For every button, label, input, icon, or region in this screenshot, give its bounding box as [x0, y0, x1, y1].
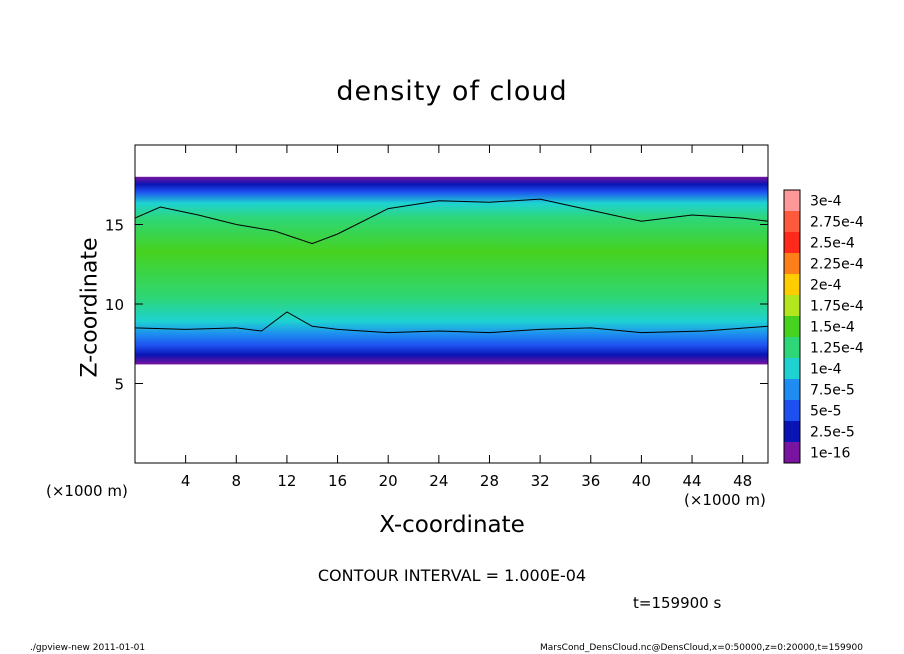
time-label: t=159900 s — [633, 594, 722, 612]
colorbar-swatch — [784, 253, 800, 274]
colorbar-label: 1.5e-4 — [810, 320, 855, 336]
colorbar-label: 3e-4 — [810, 194, 842, 210]
colorbar-label: 2.5e-4 — [810, 236, 855, 252]
colorbar-swatch — [784, 379, 800, 400]
colorbar-swatch — [784, 232, 800, 253]
footer-right: MarsCond_DensCloud.nc@DensCloud,x=0:5000… — [540, 643, 863, 653]
x-tick-label: 40 — [632, 472, 651, 490]
cloud-density-band — [135, 176, 768, 365]
x-tick-label: 48 — [733, 472, 752, 490]
x-tick-label: 12 — [277, 472, 296, 490]
chart-title: density of cloud — [336, 76, 568, 107]
colorbar-label: 1.75e-4 — [810, 299, 864, 315]
colorbar-label: 1e-16 — [810, 446, 850, 462]
contour-line — [135, 198, 768, 334]
x-tick-label: 4 — [181, 472, 191, 490]
x-tick-label: 16 — [328, 472, 347, 490]
x-tick-label: 8 — [232, 472, 242, 490]
colorbar-swatch — [784, 190, 800, 211]
x-tick-label: 24 — [429, 472, 448, 490]
colorbar-label: 1e-4 — [810, 362, 842, 378]
y-tick-label: 10 — [105, 296, 124, 314]
colorbar-label: 2.25e-4 — [810, 257, 864, 273]
x-tick-label: 36 — [581, 472, 600, 490]
x-unit-label: (×1000 m) — [684, 491, 766, 509]
colorbar-swatch — [784, 316, 800, 337]
colorbar-swatch — [784, 211, 800, 232]
colorbar-label: 2.75e-4 — [810, 215, 864, 231]
colorbar-label: 2.5e-5 — [810, 425, 855, 441]
colorbar-swatch — [784, 400, 800, 421]
x-tick-label: 32 — [531, 472, 550, 490]
colorbar-swatch — [784, 337, 800, 358]
colorbar-swatch — [784, 274, 800, 295]
x-tick-label: 20 — [379, 472, 398, 490]
colorbar-frame — [783, 189, 801, 464]
colorbar-label: 5e-5 — [810, 404, 841, 420]
colorbar-swatch — [784, 421, 800, 442]
colorbar-label: 1.25e-4 — [810, 341, 864, 357]
x-axis-label: X-coordinate — [379, 512, 525, 538]
colorbar-label: 7.5e-5 — [810, 383, 855, 399]
colorbar-swatch — [784, 358, 800, 379]
y-tick-label: 15 — [105, 217, 124, 235]
footer-left: ./gpview-new 2011-01-01 — [30, 643, 146, 653]
x-tick-label: 28 — [480, 472, 499, 490]
y-tick-label: 5 — [114, 376, 124, 394]
y-axis-label: Z-coordinate — [77, 237, 103, 378]
colorbar-swatch — [784, 295, 800, 316]
z-unit-label: (×1000 m) — [46, 482, 128, 500]
colorbar-swatch — [784, 442, 800, 463]
colorbar-label: 2e-4 — [810, 278, 842, 294]
x-tick-label: 44 — [682, 472, 701, 490]
contour-interval-text: CONTOUR INTERVAL = 1.000E-04 — [317, 566, 587, 585]
